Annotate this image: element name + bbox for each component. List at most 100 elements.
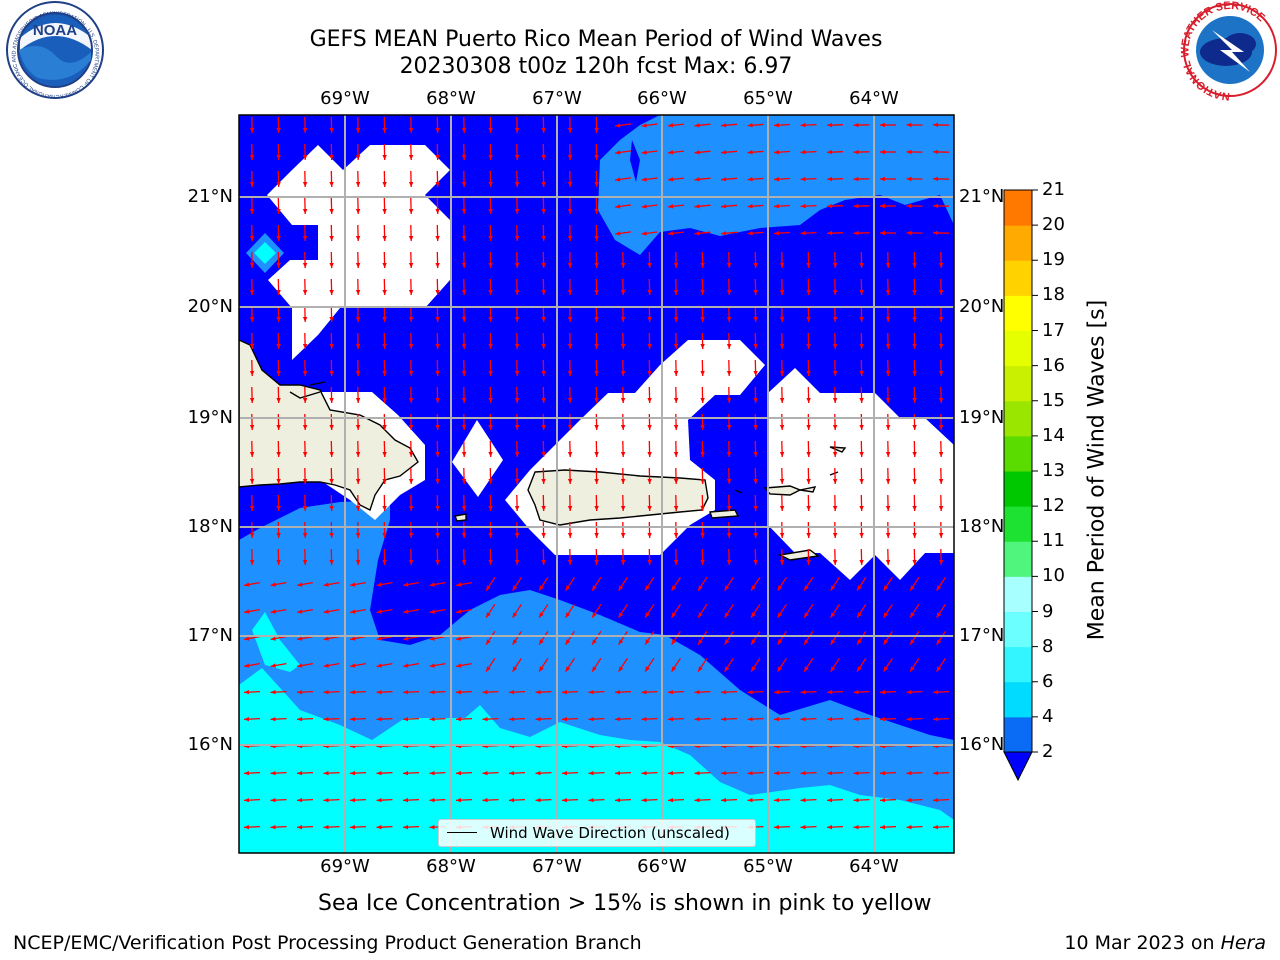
colorbar-segment bbox=[1004, 295, 1032, 331]
wind-wave-arrow-head bbox=[382, 533, 387, 538]
wind-wave-arrow-head bbox=[535, 798, 541, 803]
colorbar-segment bbox=[1004, 330, 1032, 367]
wind-wave-arrow-head bbox=[832, 560, 838, 565]
wind-wave-arrow-head bbox=[270, 636, 276, 641]
wind-wave-arrow-head bbox=[804, 585, 809, 591]
wind-wave-arrow-head bbox=[429, 690, 435, 695]
wind-wave-arrow-head bbox=[933, 122, 938, 128]
cyan-period-area bbox=[239, 668, 954, 853]
wind-wave-arrow-head bbox=[885, 452, 891, 457]
lat-label-left: 17°N bbox=[187, 625, 233, 646]
wind-wave-arrow-head bbox=[514, 263, 520, 268]
lat-label-right: 20°N bbox=[959, 296, 1005, 317]
wind-wave-arrow-head bbox=[594, 425, 599, 430]
wind-wave-arrow-head bbox=[747, 150, 753, 155]
wind-wave-arrow-head bbox=[747, 798, 753, 803]
wind-wave-arrow-head bbox=[244, 825, 250, 830]
wind-wave-arrow-head bbox=[645, 639, 650, 645]
wind-wave-arrow-head bbox=[382, 560, 387, 565]
wind-wave-arrow-head bbox=[461, 425, 467, 430]
wind-wave-arrow-head bbox=[276, 290, 281, 295]
wind-wave-arrow-head bbox=[323, 825, 329, 830]
wind-wave-arrow-head bbox=[382, 479, 387, 484]
wind-wave-arrow-head bbox=[382, 506, 387, 511]
wind-wave-arrow-head bbox=[721, 177, 727, 182]
wind-wave-arrow-head bbox=[514, 128, 520, 133]
wind-wave-arrow-head bbox=[435, 425, 440, 430]
wind-wave-arrow-head bbox=[724, 612, 730, 618]
wind-wave-arrow-head bbox=[827, 771, 833, 776]
arrow-legend: Wind Wave Direction (unscaled) bbox=[438, 819, 756, 847]
wind-wave-arrow-head bbox=[747, 204, 753, 209]
wind-wave-arrow-head bbox=[859, 560, 864, 565]
wind-wave-arrow-head bbox=[541, 128, 546, 133]
wind-wave-arrow-head bbox=[488, 209, 493, 214]
wind-wave-arrow-head bbox=[408, 533, 414, 538]
wind-wave-arrow-head bbox=[857, 585, 862, 591]
wind-wave-arrow-head bbox=[565, 666, 571, 672]
wind-wave-arrow-head bbox=[355, 182, 361, 187]
wind-wave-arrow-head bbox=[830, 639, 836, 645]
wind-wave-arrow-head bbox=[724, 666, 730, 672]
lon-label-top: 64°W bbox=[849, 88, 899, 109]
wind-wave-arrow-head bbox=[832, 479, 838, 484]
wind-wave-arrow-head bbox=[376, 609, 382, 614]
wind-wave-arrow-head bbox=[408, 182, 414, 187]
wind-wave-arrow-head bbox=[270, 717, 276, 722]
wind-wave-arrow-head bbox=[249, 425, 255, 430]
wind-wave-arrow-head bbox=[403, 636, 409, 641]
wind-wave-arrow-head bbox=[567, 317, 573, 322]
lat-label-left: 19°N bbox=[187, 407, 233, 428]
wind-wave-arrow-head bbox=[514, 452, 520, 457]
wind-wave-arrow-head bbox=[912, 344, 917, 349]
wind-wave-arrow-head bbox=[461, 182, 467, 187]
wind-wave-arrow-head bbox=[806, 344, 811, 349]
wind-wave-arrow-head bbox=[615, 690, 621, 695]
lat-label-left: 16°N bbox=[187, 734, 233, 755]
wind-wave-arrow-head bbox=[800, 771, 806, 776]
wind-wave-arrow-head bbox=[777, 585, 783, 591]
wind-wave-arrow-head bbox=[620, 290, 626, 295]
wind-wave-arrow-head bbox=[429, 582, 435, 587]
wind-wave-arrow-head bbox=[698, 666, 703, 672]
wind-wave-arrow-head bbox=[753, 533, 758, 538]
wind-wave-arrow-head bbox=[488, 290, 493, 295]
wind-wave-arrow-head bbox=[244, 663, 250, 668]
wind-wave-arrow-head bbox=[938, 533, 944, 538]
wind-wave-arrow-head bbox=[800, 798, 806, 803]
lon-label-bottom: 68°W bbox=[426, 856, 476, 877]
wind-wave-arrow-head bbox=[567, 479, 573, 484]
wind-wave-arrow-head bbox=[753, 263, 758, 268]
wind-wave-arrow-head bbox=[753, 317, 758, 322]
wind-wave-arrow-head bbox=[276, 560, 281, 565]
wind-wave-arrow-head bbox=[323, 717, 329, 722]
wind-wave-arrow-head bbox=[249, 209, 255, 214]
wind-wave-arrow-head bbox=[329, 560, 334, 565]
wind-wave-arrow-head bbox=[244, 717, 250, 722]
wind-wave-arrow-head bbox=[355, 128, 361, 133]
wind-wave-arrow-head bbox=[938, 317, 944, 322]
wind-wave-arrow-head bbox=[276, 452, 281, 457]
wind-wave-arrow-head bbox=[594, 560, 599, 565]
wind-wave-arrow-head bbox=[647, 317, 652, 322]
wind-wave-arrow-head bbox=[827, 176, 833, 182]
wind-wave-arrow-head bbox=[514, 506, 520, 511]
wind-wave-arrow-head bbox=[512, 612, 518, 618]
wind-wave-arrow-head bbox=[700, 344, 705, 349]
colorbar-tick-label: 6 bbox=[1042, 670, 1054, 692]
wind-wave-arrow-head bbox=[673, 425, 679, 430]
wind-wave-arrow-head bbox=[747, 231, 753, 236]
wind-wave-arrow-head bbox=[486, 612, 491, 618]
wind-wave-arrow-head bbox=[461, 128, 467, 133]
wind-wave-arrow-head bbox=[668, 204, 674, 209]
wind-wave-arrow-head bbox=[726, 560, 732, 565]
wind-wave-arrow-head bbox=[906, 825, 912, 830]
wind-wave-arrow-head bbox=[747, 177, 753, 182]
wind-wave-arrow-head bbox=[594, 533, 599, 538]
wind-wave-arrow-head bbox=[594, 371, 599, 376]
wind-wave-arrow-head bbox=[779, 560, 785, 565]
wind-wave-arrow-head bbox=[270, 825, 276, 830]
wind-wave-arrow-head bbox=[461, 506, 467, 511]
wind-wave-arrow-head bbox=[641, 231, 647, 236]
wind-wave-arrow-head bbox=[461, 317, 467, 322]
